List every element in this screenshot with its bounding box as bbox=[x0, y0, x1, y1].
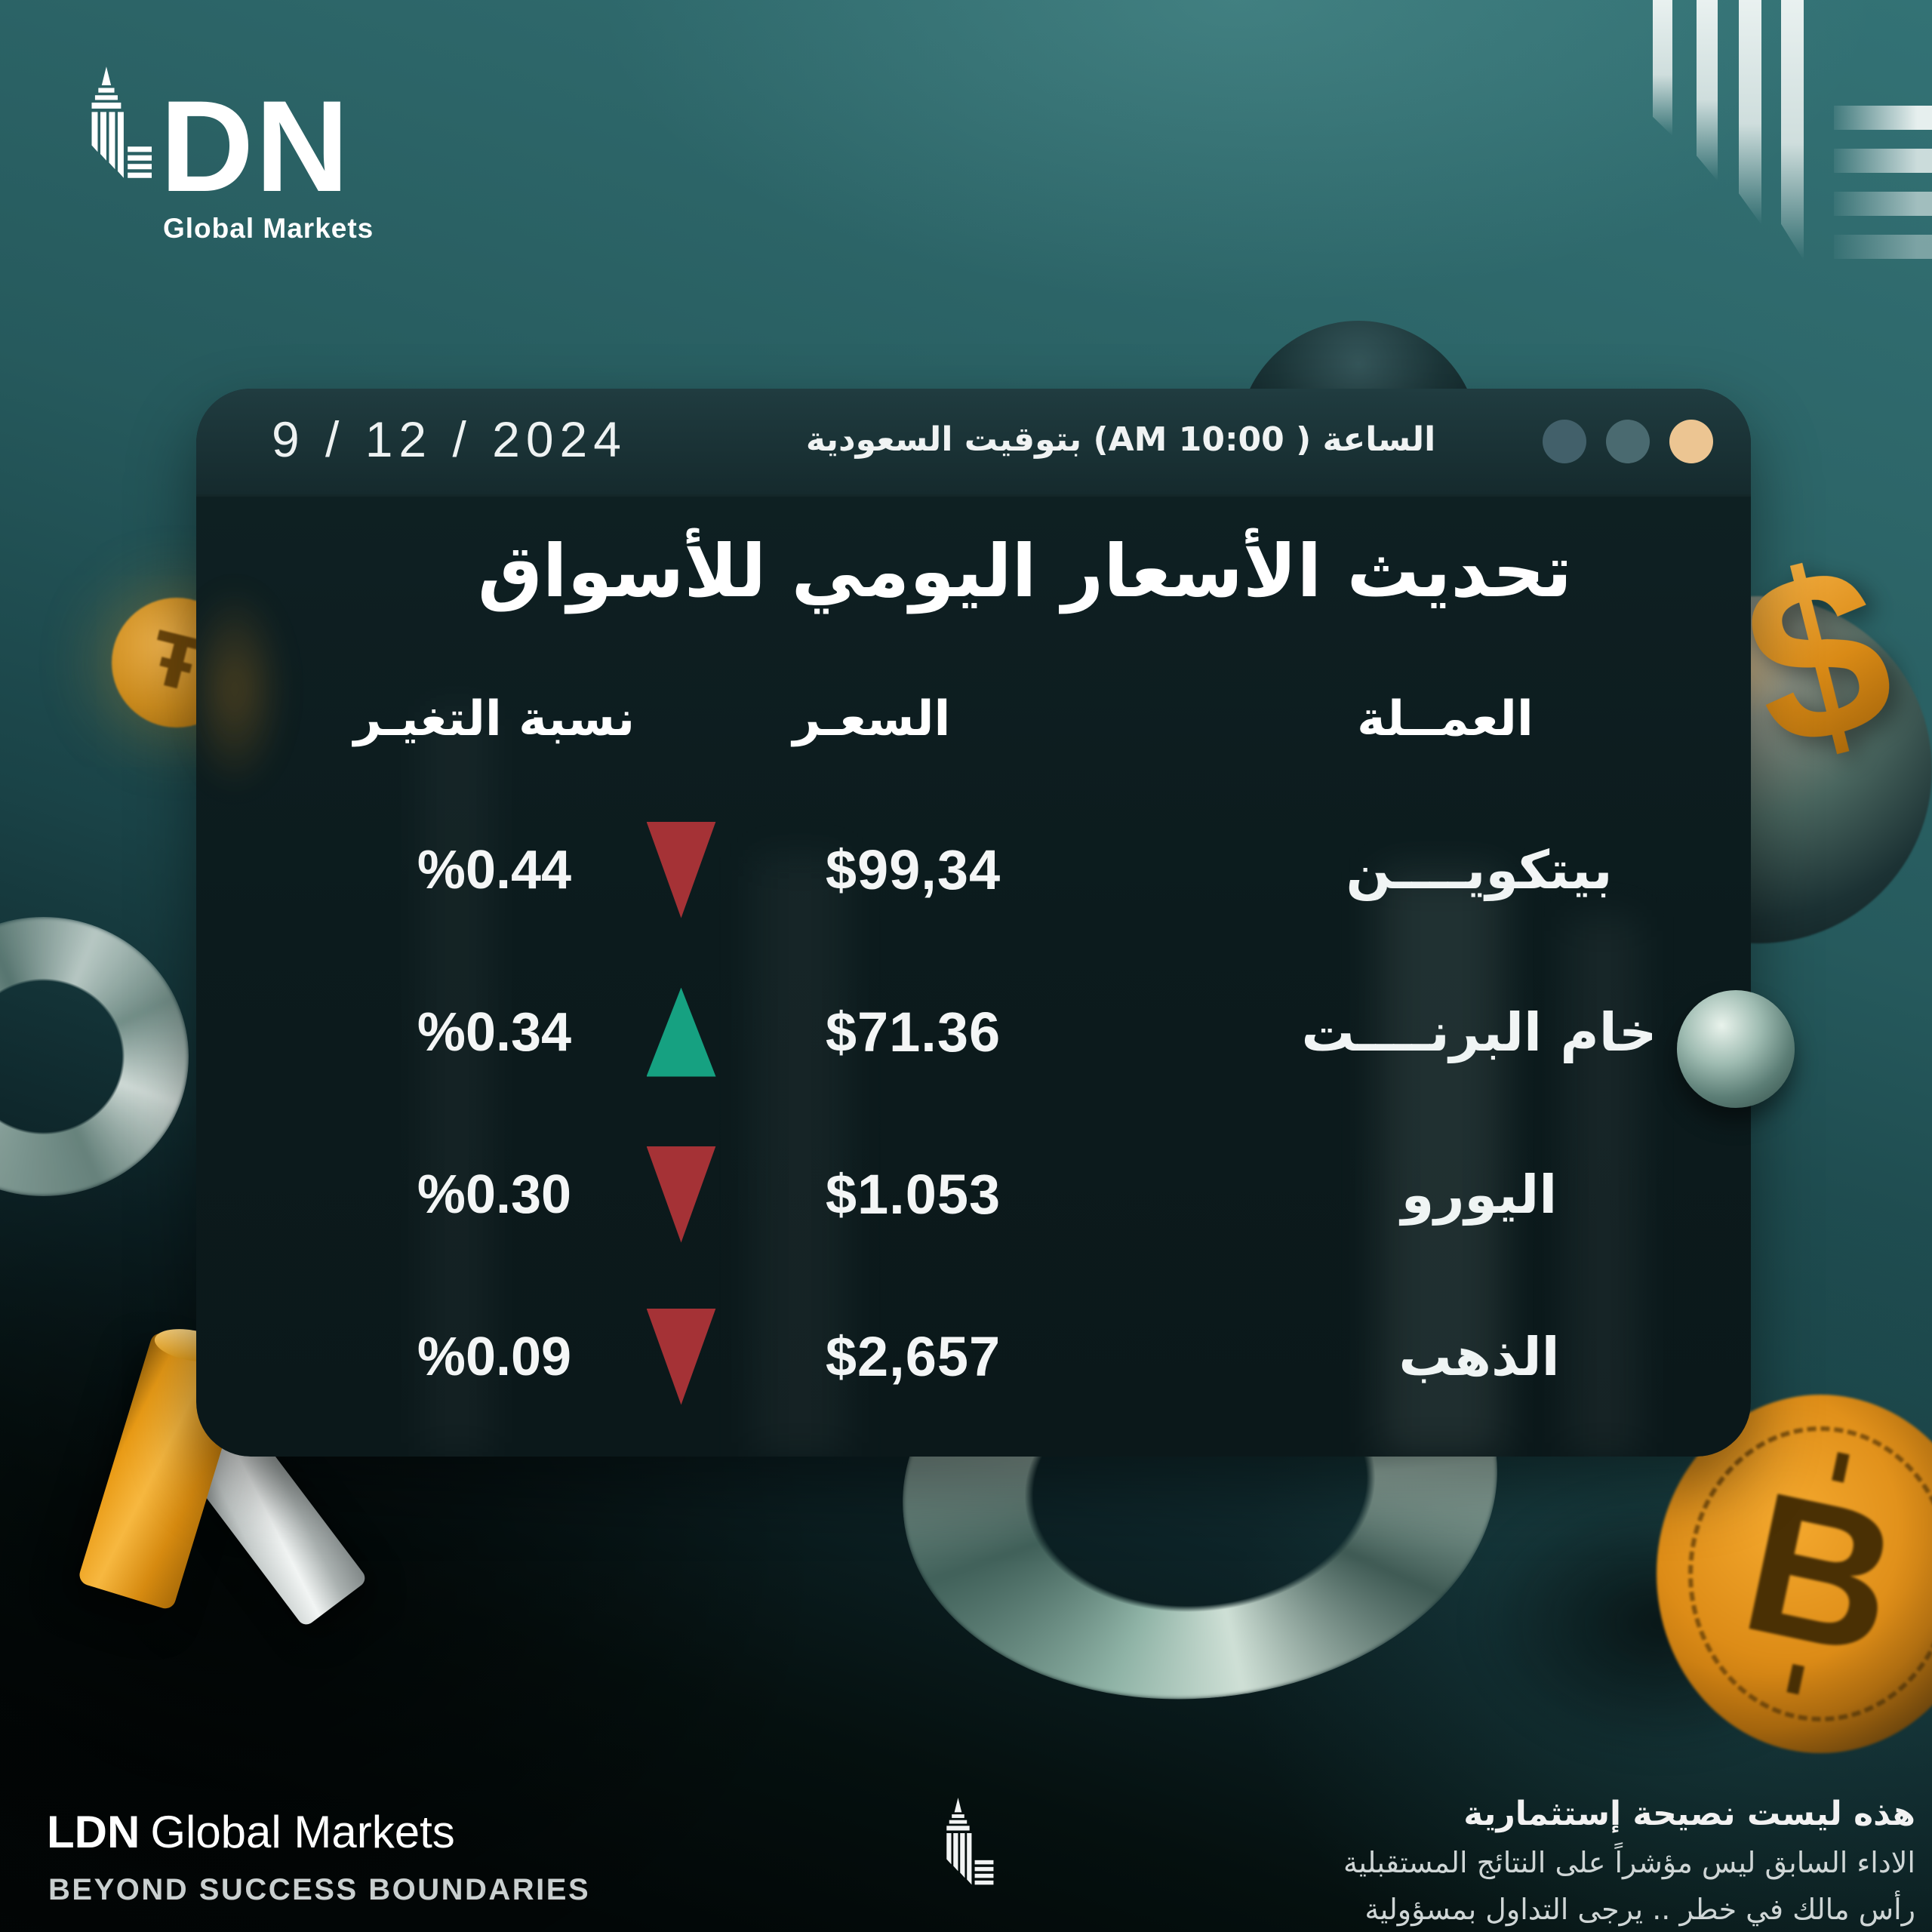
glass-ball-decoration bbox=[1677, 990, 1795, 1108]
footer-tagline: BEYOND SUCCESS BOUNDARIES bbox=[48, 1873, 591, 1906]
trend-down-icon bbox=[646, 1308, 716, 1405]
change-value: %0.30 bbox=[417, 1164, 572, 1225]
price-value: $1.053 bbox=[825, 1163, 1001, 1226]
change-value: %0.34 bbox=[417, 1001, 572, 1063]
table-row: %0.09 $2,657 الذهب bbox=[196, 1275, 1751, 1438]
footer-brand-bold: LDN bbox=[47, 1807, 140, 1857]
page-title: تحديث الأسعار اليومي للأسواق bbox=[477, 529, 1573, 614]
logo-subtitle: Global Markets bbox=[163, 213, 374, 244]
stripe-bar bbox=[1781, 0, 1804, 260]
footer-building-icon bbox=[922, 1798, 1002, 1907]
stripe-bar bbox=[1653, 0, 1672, 136]
time-label: الساعة ( AM 10:00) بتوقيت السعودية bbox=[805, 420, 1436, 459]
disclaimer-line: رأس مالك في خطر .. يرجى التداول بمسؤولية bbox=[1364, 1892, 1915, 1926]
trend-down-icon bbox=[646, 1146, 716, 1243]
stripe-bar bbox=[1834, 149, 1932, 173]
table-header-row: نسبة التغيـر السعـر العمــلة bbox=[196, 649, 1751, 789]
asset-name: اليورو bbox=[1401, 1163, 1558, 1226]
table-row: %0.30 $1.053 اليورو bbox=[196, 1113, 1751, 1275]
building-icon bbox=[91, 66, 152, 178]
disclaimer: هذه ليست نصيحة إستثمارية الاداء السابق ل… bbox=[1236, 1795, 1915, 1932]
bitcoin-icon: B bbox=[1727, 1449, 1915, 1698]
stripe-bar bbox=[1834, 106, 1932, 130]
stripe-bar bbox=[1834, 235, 1932, 259]
logo-text: DN bbox=[160, 74, 351, 219]
column-header-price: السعـر bbox=[792, 691, 951, 747]
trend-up-icon bbox=[646, 987, 716, 1077]
footer-brand: LDN Global Markets bbox=[47, 1810, 455, 1855]
price-value: $71.36 bbox=[825, 1001, 1001, 1063]
card-titlebar: 9 / 12 / 2024 الساعة ( AM 10:00) بتوقيت … bbox=[196, 389, 1751, 497]
window-dot-accent-icon bbox=[1669, 420, 1713, 463]
table-row: %0.34 $71.36 خام البرنــــت bbox=[196, 951, 1751, 1113]
ldn-logo: DN Global Markets bbox=[68, 60, 491, 257]
trend-down-icon bbox=[646, 821, 716, 918]
column-header-change: نسبة التغيـر bbox=[353, 691, 635, 747]
change-value: %0.09 bbox=[417, 1326, 572, 1387]
prices-table: نسبة التغيـر السعـر العمــلة %0.44 $99,3… bbox=[196, 649, 1751, 1438]
window-dot-icon bbox=[1543, 420, 1586, 463]
column-header-asset: العمــلة bbox=[1357, 691, 1534, 747]
change-value: %0.44 bbox=[417, 839, 572, 900]
price-value: $2,657 bbox=[825, 1325, 1001, 1388]
stripe-bar bbox=[1697, 0, 1718, 181]
date-label: 9 / 12 / 2024 bbox=[272, 411, 627, 467]
asset-name: الذهب bbox=[1398, 1325, 1560, 1388]
glass-ring-left-decoration bbox=[0, 917, 189, 1196]
price-update-card: 9 / 12 / 2024 الساعة ( AM 10:00) بتوقيت … bbox=[196, 389, 1751, 1457]
bitcoin-coin-decoration: B bbox=[1657, 1395, 1932, 1753]
disclaimer-line: الاداء السابق ليس مؤشراً على النتائج الم… bbox=[1343, 1846, 1915, 1879]
price-value: $99,34 bbox=[825, 838, 1001, 901]
window-dots bbox=[1543, 420, 1713, 463]
asset-name: بيتكويــــن bbox=[1346, 838, 1613, 901]
stripes-decoration bbox=[1615, 0, 1932, 317]
window-dot-icon bbox=[1606, 420, 1650, 463]
asset-name: خام البرنــــت bbox=[1301, 1001, 1657, 1063]
disclaimer-line: هذه ليست نصيحة إستثمارية bbox=[1463, 1795, 1915, 1833]
stripe-bar bbox=[1834, 192, 1932, 216]
table-row: %0.44 $99,34 بيتكويــــن bbox=[196, 789, 1751, 951]
footer-brand-rest: Global Markets bbox=[150, 1807, 455, 1857]
stripe-bar bbox=[1739, 0, 1761, 225]
